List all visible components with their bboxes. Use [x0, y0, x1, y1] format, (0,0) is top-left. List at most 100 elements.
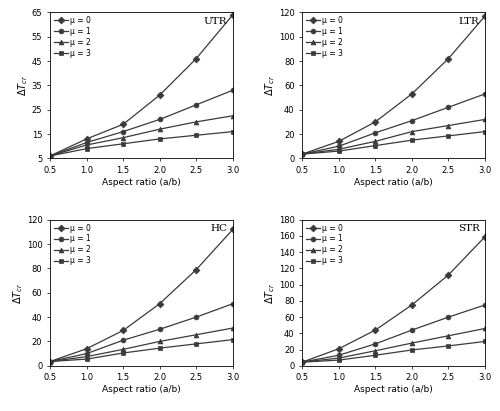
μ = 3 — [299, 360, 305, 365]
μ = 0 — [193, 267, 199, 272]
μ = 3 — [120, 351, 126, 356]
Line: μ = 0: μ = 0 — [300, 234, 488, 365]
μ = 2 — [372, 139, 378, 144]
μ = 2 — [446, 123, 452, 128]
μ = 1 — [372, 130, 378, 135]
Legend: μ = 0, μ = 1, μ = 2, μ = 3: μ = 0, μ = 1, μ = 2, μ = 3 — [304, 15, 344, 60]
μ = 0 — [230, 12, 236, 17]
μ = 3 — [84, 357, 89, 362]
μ = 0 — [446, 56, 452, 61]
Text: UTR: UTR — [204, 17, 228, 26]
μ = 1 — [193, 102, 199, 107]
Text: STR: STR — [458, 224, 479, 233]
Text: HC: HC — [210, 224, 228, 233]
μ = 3 — [230, 337, 236, 342]
μ = 1 — [409, 118, 415, 123]
μ = 1 — [193, 315, 199, 320]
Line: μ = 0: μ = 0 — [48, 12, 235, 158]
μ = 2 — [372, 348, 378, 353]
μ = 0 — [446, 272, 452, 277]
μ = 3 — [482, 129, 488, 134]
μ = 3 — [446, 134, 452, 139]
μ = 3 — [193, 133, 199, 138]
μ = 0 — [156, 301, 162, 306]
μ = 2 — [47, 359, 53, 364]
Line: μ = 0: μ = 0 — [48, 227, 235, 364]
μ = 2 — [156, 339, 162, 344]
Y-axis label: $\Delta T_{cr}$: $\Delta T_{cr}$ — [264, 282, 278, 303]
μ = 0 — [372, 328, 378, 332]
μ = 2 — [193, 332, 199, 337]
μ = 1 — [156, 327, 162, 332]
μ = 3 — [336, 358, 342, 363]
μ = 0 — [120, 122, 126, 127]
μ = 0 — [193, 56, 199, 61]
μ = 2 — [482, 117, 488, 122]
Y-axis label: $\Delta T_{cr}$: $\Delta T_{cr}$ — [12, 282, 25, 303]
μ = 3 — [409, 138, 415, 143]
μ = 1 — [482, 302, 488, 307]
Line: μ = 1: μ = 1 — [48, 88, 235, 158]
μ = 2 — [446, 333, 452, 338]
μ = 0 — [409, 302, 415, 307]
μ = 1 — [299, 360, 305, 365]
μ = 2 — [156, 127, 162, 132]
μ = 3 — [409, 348, 415, 353]
μ = 2 — [482, 326, 488, 331]
μ = 0 — [409, 91, 415, 96]
Line: μ = 1: μ = 1 — [300, 302, 488, 365]
μ = 1 — [372, 342, 378, 346]
μ = 0 — [47, 153, 53, 158]
μ = 0 — [156, 92, 162, 97]
μ = 3 — [230, 129, 236, 134]
Legend: μ = 0, μ = 1, μ = 2, μ = 3: μ = 0, μ = 1, μ = 2, μ = 3 — [52, 222, 92, 267]
Line: μ = 3: μ = 3 — [48, 129, 235, 158]
μ = 0 — [230, 227, 236, 232]
μ = 1 — [230, 88, 236, 93]
μ = 1 — [120, 338, 126, 343]
μ = 2 — [193, 120, 199, 125]
μ = 2 — [299, 152, 305, 157]
μ = 1 — [482, 91, 488, 96]
μ = 1 — [120, 129, 126, 134]
μ = 3 — [120, 141, 126, 146]
Y-axis label: $\Delta T_{cr}$: $\Delta T_{cr}$ — [264, 75, 278, 96]
X-axis label: Aspect ratio (a/b): Aspect ratio (a/b) — [354, 178, 433, 187]
μ = 1 — [230, 301, 236, 306]
μ = 2 — [336, 147, 342, 152]
μ = 3 — [156, 346, 162, 351]
μ = 1 — [47, 359, 53, 364]
μ = 2 — [409, 129, 415, 134]
μ = 3 — [193, 342, 199, 346]
Legend: μ = 0, μ = 1, μ = 2, μ = 3: μ = 0, μ = 1, μ = 2, μ = 3 — [304, 222, 344, 267]
μ = 1 — [84, 140, 89, 145]
μ = 3 — [47, 153, 53, 158]
μ = 0 — [120, 328, 126, 333]
μ = 1 — [84, 351, 89, 356]
μ = 0 — [84, 346, 89, 351]
μ = 1 — [446, 315, 452, 320]
Line: μ = 3: μ = 3 — [300, 129, 488, 157]
μ = 0 — [482, 14, 488, 18]
Y-axis label: $\Delta T_{cr}$: $\Delta T_{cr}$ — [16, 75, 30, 96]
μ = 1 — [47, 153, 53, 158]
μ = 1 — [336, 353, 342, 358]
μ = 2 — [299, 360, 305, 365]
μ = 3 — [336, 149, 342, 154]
Legend: μ = 0, μ = 1, μ = 2, μ = 3: μ = 0, μ = 1, μ = 2, μ = 3 — [52, 15, 92, 60]
Line: μ = 3: μ = 3 — [48, 337, 235, 364]
μ = 3 — [47, 359, 53, 364]
μ = 1 — [409, 328, 415, 332]
μ = 2 — [84, 143, 89, 148]
μ = 3 — [372, 143, 378, 148]
μ = 0 — [299, 360, 305, 365]
X-axis label: Aspect ratio (a/b): Aspect ratio (a/b) — [102, 385, 181, 394]
μ = 3 — [299, 152, 305, 157]
Line: μ = 2: μ = 2 — [48, 113, 235, 158]
μ = 0 — [372, 120, 378, 125]
Line: μ = 0: μ = 0 — [300, 14, 488, 157]
μ = 2 — [409, 341, 415, 346]
μ = 1 — [156, 117, 162, 122]
μ = 3 — [482, 339, 488, 344]
Line: μ = 2: μ = 2 — [48, 326, 235, 364]
